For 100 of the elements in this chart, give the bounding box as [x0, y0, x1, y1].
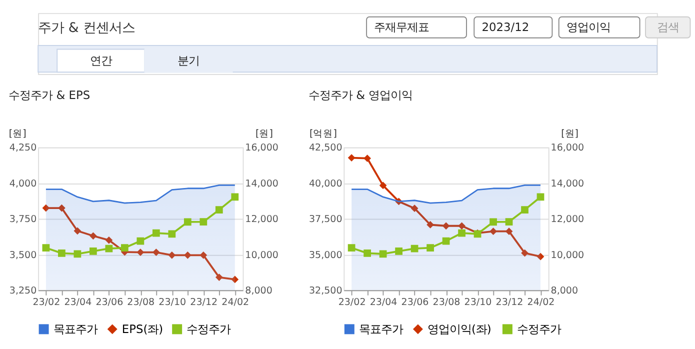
point [521, 206, 528, 214]
y-tick-label: 3,500 [9, 250, 37, 261]
y-tick-label: 4,250 [9, 142, 37, 154]
x-tick-label: 23/10 [158, 296, 186, 308]
y2-tick-label: 14,000 [245, 178, 278, 190]
point [105, 244, 113, 252]
point [442, 222, 450, 230]
point [410, 244, 418, 252]
text: 검색 [656, 20, 679, 34]
x-tick-label: 23/04 [64, 296, 92, 308]
y2-axis-title: [원] [561, 128, 579, 140]
x-tick-label: 23/06 [96, 296, 124, 308]
y-tick-label: 4,000 [9, 178, 37, 190]
y2-tick-label: 16,000 [245, 142, 278, 154]
x-tick-label: 23/02 [32, 296, 60, 308]
text: 분기 [178, 54, 200, 68]
point [90, 232, 97, 240]
y-tick-label: 35,000 [308, 250, 342, 261]
y2-tick-label: 12,000 [550, 214, 584, 226]
point [364, 154, 371, 162]
point [200, 251, 208, 259]
point [184, 218, 192, 226]
y2-tick-label: 16,000 [550, 142, 584, 154]
y2-tick-label: 12,000 [245, 214, 278, 226]
point [74, 250, 82, 258]
legend-label: 목표주가 [53, 322, 98, 336]
x-tick-label: 23/12 [190, 296, 218, 308]
point [348, 244, 356, 252]
point [42, 204, 50, 212]
legend-label: 영업이익(좌) [427, 322, 492, 336]
y-tick-label: 3,750 [9, 214, 37, 226]
point [136, 248, 144, 256]
point [379, 250, 387, 258]
point [505, 228, 513, 235]
point [184, 251, 192, 259]
point [379, 182, 387, 190]
legend-label: 수정주가 [186, 322, 231, 336]
chart-title: 수정주가 & 영업이익 [308, 88, 413, 102]
chart-title: 수정주가 & EPS [8, 88, 90, 102]
point [136, 237, 144, 245]
point [231, 193, 239, 201]
x-tick-label: 23/02 [338, 296, 366, 308]
x-tick-label: 23/12 [496, 296, 524, 308]
y2-axis-title: [원] [255, 128, 273, 140]
point [490, 228, 497, 235]
point [458, 222, 466, 230]
point [168, 230, 176, 238]
text: 주재무제표 [374, 20, 430, 34]
point [490, 218, 497, 226]
y-tick-label: 40,000 [308, 178, 342, 190]
point [426, 244, 434, 252]
legend-label: 수정주가 [516, 322, 561, 336]
y-tick-label: 37,500 [308, 214, 342, 226]
point [505, 218, 513, 226]
point [458, 229, 466, 237]
point [200, 218, 208, 226]
point [58, 250, 66, 257]
point [58, 204, 66, 212]
y-axis-title: [억원] [310, 128, 337, 140]
y-axis-title: [원] [8, 128, 26, 140]
point [105, 236, 113, 244]
y2-tick-label: 8,000 [245, 285, 272, 296]
point [348, 154, 356, 162]
y2-tick-label: 8,000 [550, 285, 578, 296]
point [442, 237, 450, 245]
point [42, 244, 50, 252]
y2-tick-label: 10,000 [245, 250, 278, 261]
text: 2023/12 [482, 20, 530, 34]
legend-label: 목표주가 [358, 322, 403, 336]
point [168, 251, 176, 259]
point [536, 252, 544, 260]
point [215, 206, 223, 214]
text: 연간 [90, 54, 112, 68]
point [231, 276, 239, 284]
text: 영업이익 [566, 20, 610, 34]
y-tick-label: 32,500 [308, 285, 342, 296]
x-tick-label: 23/10 [464, 296, 492, 308]
x-tick-label: 23/08 [432, 296, 460, 308]
point [90, 248, 97, 255]
point [521, 249, 528, 257]
x-tick-label: 23/06 [401, 296, 429, 308]
x-tick-label: 24/02 [527, 296, 555, 308]
point [152, 248, 160, 256]
point [152, 229, 160, 237]
x-tick-label: 23/08 [127, 296, 155, 308]
y-tick-label: 42,500 [308, 142, 342, 154]
x-tick-label: 24/02 [222, 296, 250, 308]
point [215, 274, 223, 281]
y2-tick-label: 14,000 [550, 178, 584, 190]
point [120, 244, 128, 252]
text: 주가 & 컨센서스 [38, 21, 135, 36]
point [426, 221, 434, 228]
point [410, 204, 418, 212]
point [74, 227, 82, 235]
x-tick-label: 23/04 [370, 296, 398, 308]
point [395, 248, 402, 255]
y-tick-label: 3,250 [9, 285, 37, 296]
point [536, 193, 544, 201]
legend-label: EPS(좌) [122, 322, 164, 336]
y2-tick-label: 10,000 [550, 250, 584, 261]
